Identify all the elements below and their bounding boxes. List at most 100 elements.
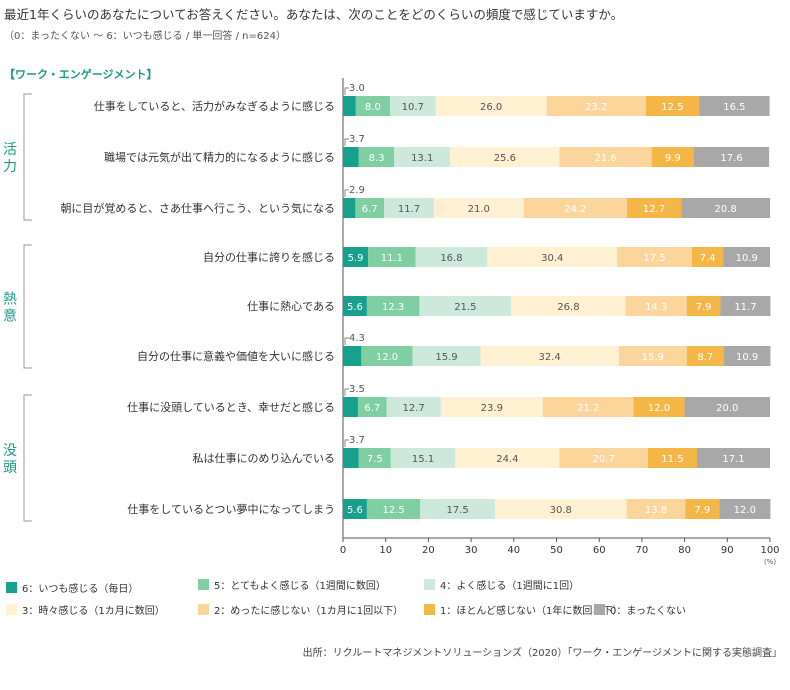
legend-swatch xyxy=(424,579,435,590)
group-bracket xyxy=(23,394,32,522)
bar-segment xyxy=(626,499,686,519)
value-label-leader xyxy=(344,138,349,146)
bar-segment xyxy=(361,346,413,366)
value-label: 3.7 xyxy=(349,134,365,145)
bar-segment xyxy=(720,296,771,316)
bar-segment xyxy=(366,499,421,519)
bar-segment xyxy=(626,198,682,218)
bar-segment xyxy=(699,96,770,116)
legend-item: 5：とてもよく感じる（1週間に数回） xyxy=(198,577,386,592)
value-label: 15.9 xyxy=(642,352,664,363)
bar-segment xyxy=(681,198,770,218)
value-label-leader xyxy=(344,87,349,95)
legend-swatch xyxy=(424,604,435,615)
value-label: 23.9 xyxy=(481,403,503,414)
value-label: 15.1 xyxy=(412,454,434,465)
bar-segment xyxy=(368,247,416,267)
bar-segment xyxy=(343,198,356,218)
bar-segment xyxy=(386,397,441,417)
value-label: 17.5 xyxy=(643,253,665,264)
bar-segment xyxy=(343,397,358,417)
value-label: 21.5 xyxy=(454,302,476,313)
value-label: 5.6 xyxy=(347,505,363,516)
value-label: 20.0 xyxy=(716,403,738,414)
bar-segment xyxy=(723,247,770,267)
value-label: 13.8 xyxy=(645,505,667,516)
bar-segment xyxy=(394,147,451,167)
value-label: 17.1 xyxy=(722,454,744,465)
value-label: 8.0 xyxy=(365,102,381,113)
bar-segment xyxy=(487,247,618,267)
value-label: 24.4 xyxy=(496,454,518,465)
value-label-leader xyxy=(344,337,349,345)
legend-swatch xyxy=(198,579,209,590)
group-bracket xyxy=(23,244,32,369)
bar-segment xyxy=(618,346,687,366)
chart-subtitle: （0：まったくない 〜 6：いつも感じる / 単一回答 / n=624） xyxy=(4,31,286,42)
bar-segment xyxy=(559,448,648,468)
x-tick-label: 90 xyxy=(721,545,734,556)
value-label: 8.3 xyxy=(369,153,385,164)
bar-segment xyxy=(723,346,771,366)
value-label: 5.9 xyxy=(348,253,364,264)
value-label: 7.9 xyxy=(694,505,710,516)
value-label: 25.6 xyxy=(494,153,516,164)
value-label: 17.5 xyxy=(447,505,469,516)
value-label: 3.5 xyxy=(349,384,365,395)
value-label: 8.7 xyxy=(697,352,713,363)
x-tick-label: 60 xyxy=(593,545,606,556)
value-label: 10.7 xyxy=(402,102,424,113)
bar-segment xyxy=(696,448,770,468)
x-tick-label: 70 xyxy=(636,545,649,556)
group-label: 活力 xyxy=(3,142,17,175)
value-label: 7.4 xyxy=(700,253,716,264)
bar-segment xyxy=(455,448,560,468)
category-label: 職場では元気が出て精力的になるように感じる xyxy=(104,150,335,164)
bar-segment xyxy=(686,346,724,366)
value-label: 21.2 xyxy=(577,403,599,414)
value-label: 6.7 xyxy=(362,204,378,215)
value-label: 9.9 xyxy=(665,153,681,164)
value-label: 7.9 xyxy=(696,302,712,313)
bar-segment xyxy=(617,247,692,267)
value-label: 23.2 xyxy=(585,102,607,113)
category-label: 朝に目が覚めると、さあ仕事へ行こう、という気になる xyxy=(60,201,335,215)
legend-item: 1：ほとんど感じない（1年に数回以下） xyxy=(424,602,622,617)
value-label: 15.9 xyxy=(435,352,457,363)
bar-segment xyxy=(625,296,687,316)
value-label: 16.5 xyxy=(723,102,745,113)
x-unit-label: (%) xyxy=(764,558,776,566)
value-label: 32.4 xyxy=(539,352,561,363)
bar-segment xyxy=(412,346,481,366)
value-label: 14.3 xyxy=(645,302,667,313)
value-label-leader xyxy=(344,189,349,197)
legend-label: 4：よく感じる（1週間に1回） xyxy=(440,581,580,592)
value-label: 30.4 xyxy=(541,253,563,264)
value-label: 12.7 xyxy=(643,204,665,215)
bar-segment xyxy=(559,147,652,167)
legend-label: 1：ほとんど感じない（1年に数回以下） xyxy=(440,606,623,617)
category-label: 仕事に没頭しているとき、幸せだと感じる xyxy=(127,401,335,414)
value-label: 12.3 xyxy=(382,302,404,313)
bar-segment xyxy=(691,247,724,267)
legend-item: 0：まったくない xyxy=(594,602,686,617)
value-label: 13.1 xyxy=(411,153,433,164)
bar-segment xyxy=(343,96,356,116)
bar-segment xyxy=(719,499,771,519)
bar-segment xyxy=(343,346,362,366)
bar-segment xyxy=(383,198,434,218)
source-note: 出所：リクルートマネジメントソリューションズ（2020）「ワーク・エンゲージメン… xyxy=(302,648,782,659)
legend-label: 0：まったくない xyxy=(610,606,686,617)
legend-item: 3：時々感じる（1カ月に数回） xyxy=(6,602,165,617)
legend-label: 6：いつも感じる（毎日） xyxy=(22,584,139,595)
x-tick-label: 50 xyxy=(550,545,563,556)
bar-segment xyxy=(419,296,512,316)
category-label: 仕事をしていると、活力がみなぎるように感じる xyxy=(94,99,335,113)
bar-segment xyxy=(343,296,367,316)
bar-segment xyxy=(343,448,359,468)
section-label: 【ワーク・エンゲージメント】 xyxy=(4,68,158,81)
category-label: 仕事をしているとつい夢中になってしまう xyxy=(127,503,335,516)
legend-swatch xyxy=(6,604,17,615)
bar-segment xyxy=(693,147,770,167)
bar-segment xyxy=(357,397,387,417)
